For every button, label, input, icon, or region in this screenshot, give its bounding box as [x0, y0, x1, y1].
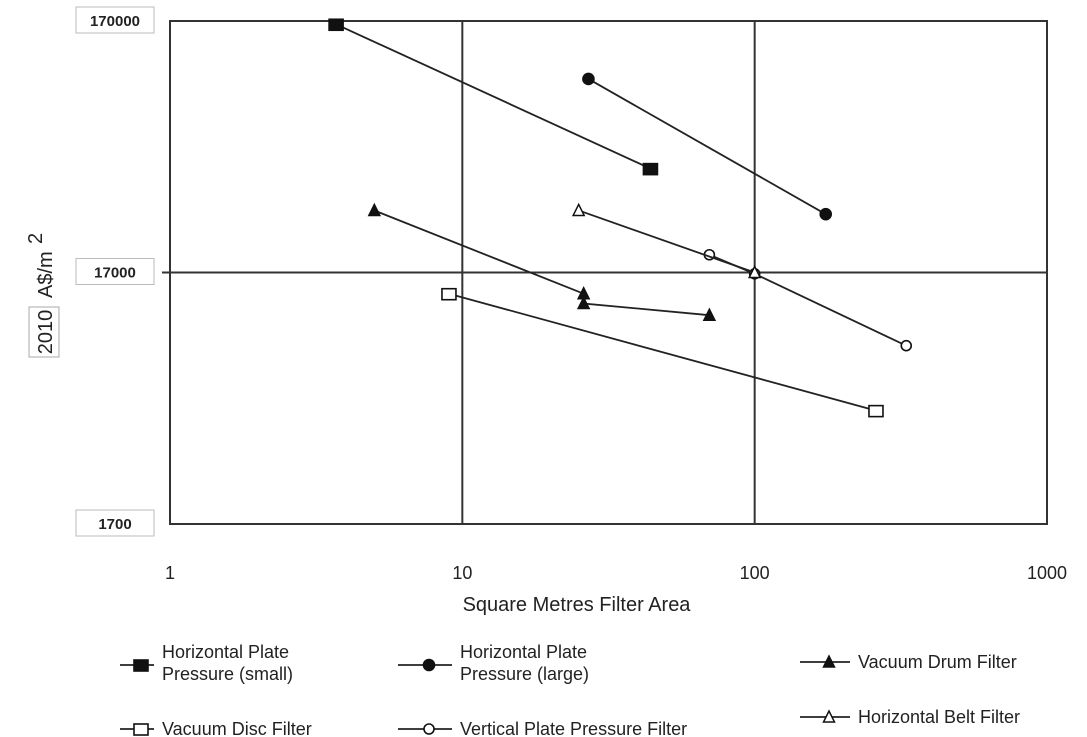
marker-triangle [822, 709, 836, 723]
marker-circle [422, 658, 436, 672]
legend-label: Pressure (small) [162, 664, 293, 684]
series [328, 18, 659, 176]
legend-label: Vacuum Disc Filter [162, 719, 312, 737]
marker-circle [582, 72, 595, 86]
y-axis-label: 2010 A$/m 2 [25, 233, 60, 358]
series-line [448, 292, 877, 412]
series-line [335, 23, 651, 170]
series [582, 72, 833, 221]
series-line [578, 209, 755, 274]
y-label-year-box [28, 306, 60, 358]
legend-label: Vertical Plate Pressure Filter [460, 719, 687, 737]
x-tick-label: 1000 [1027, 563, 1067, 583]
marker-triangle [576, 295, 591, 310]
legend-item: Vertical Plate Pressure Filter [398, 719, 687, 737]
legend-item: Vacuum Disc Filter [120, 719, 312, 737]
y-tick-box [75, 258, 155, 285]
marker-circle [819, 207, 833, 221]
series-layer [328, 18, 913, 418]
marker-circle [900, 339, 913, 352]
marker-triangle [571, 202, 586, 217]
series [571, 202, 762, 279]
legend-label: Vacuum Drum Filter [858, 652, 1017, 672]
legend-item: Horizontal Belt Filter [800, 707, 1020, 727]
marker-triangle [747, 264, 762, 279]
x-axis-label: Square Metres Filter Area [463, 594, 692, 616]
marker-triangle [702, 307, 717, 321]
marker-square [642, 162, 659, 176]
y-label-sup: 2 [25, 233, 47, 244]
legend-label: Horizontal Plate [162, 642, 289, 662]
marker-square [328, 18, 344, 32]
legend-label: Horizontal Plate [460, 642, 587, 662]
plot-grid [162, 20, 1048, 525]
marker-square [133, 659, 149, 672]
marker-square [441, 287, 457, 301]
marker-triangle [822, 654, 836, 668]
x-tick-label: 100 [740, 563, 770, 583]
y-tick-label: 1700 [98, 516, 131, 533]
y-tick-label: 17000 [94, 265, 136, 282]
legend-label: Pressure (large) [460, 664, 589, 684]
marker-square [868, 404, 884, 418]
legend-label: Horizontal Belt Filter [858, 707, 1020, 727]
series-line [709, 253, 907, 347]
series-line [587, 78, 827, 215]
legend-item: Vacuum Drum Filter [800, 652, 1017, 672]
x-tick-label: 10 [452, 563, 472, 583]
marker-square [133, 723, 149, 736]
x-tick-label: 1 [165, 563, 175, 583]
series [441, 287, 884, 418]
y-tick-label: 170000 [90, 13, 140, 30]
series-line [373, 209, 710, 317]
marker-triangle [367, 202, 382, 217]
axes: 1 10 100 1000 170000 17000 1700 Square Metres F… [25, 6, 1067, 616]
series [367, 202, 717, 321]
y-tick-box [75, 509, 155, 537]
marker-circle [423, 723, 435, 735]
y-tick-box [75, 6, 155, 34]
y-label-unit: A$/m [35, 251, 57, 298]
y-label-year: 2010 [35, 310, 57, 355]
